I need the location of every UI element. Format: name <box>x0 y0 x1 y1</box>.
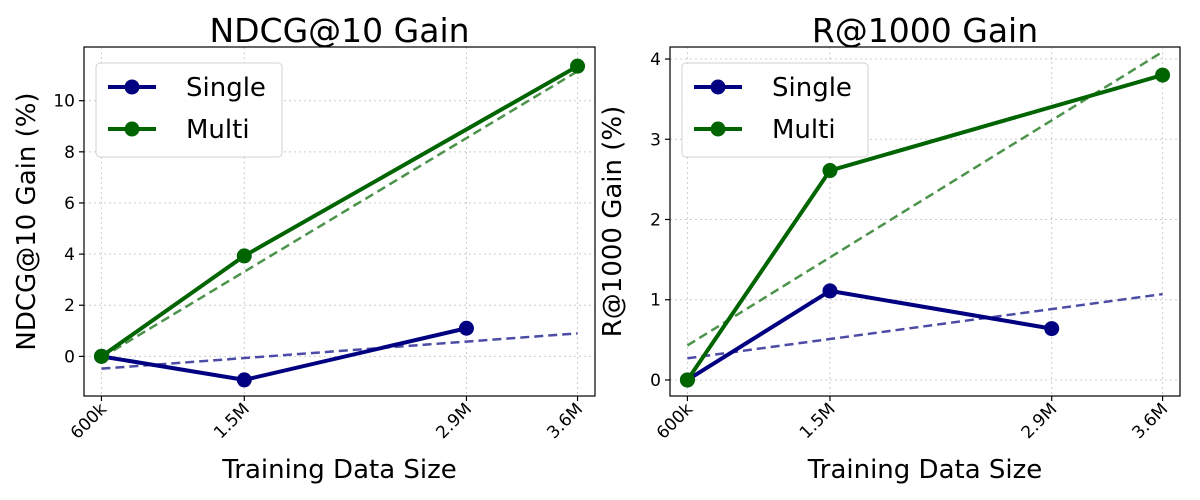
chart-0-y-tick-label-4: 8 <box>64 143 75 163</box>
chart-0-plot-frame <box>83 46 596 397</box>
chart-0-point-multi-2 <box>570 58 586 74</box>
chart-0-x-tick-label-2: 2.9M <box>432 399 476 443</box>
chart-0-x-tick-label-1: 1.5M <box>210 399 254 443</box>
chart-1-point-single-1 <box>822 283 838 299</box>
chart-0-point-multi-0 <box>93 348 109 364</box>
chart-0-title: NDCG@10 Gain <box>209 11 469 50</box>
chart-0-point-multi-1 <box>236 248 252 264</box>
chart-0-x-tick-label-3: 3.6M <box>543 399 587 443</box>
chart-0-y-axis-label: NDCG@10 Gain (%) <box>12 92 42 350</box>
chart-1-x-tick-label-3: 3.6M <box>1128 399 1172 443</box>
chart-0-x-tick-label-0: 600k <box>67 399 111 443</box>
chart-1-point-multi-2 <box>1155 67 1171 83</box>
chart-1-x-axis-label: Training Data Size <box>807 455 1043 485</box>
chart-1-plot-frame <box>669 46 1181 397</box>
chart-1-x-tick-label-2: 2.9M <box>1018 399 1062 443</box>
chart-1-point-multi-0 <box>679 372 695 388</box>
chart-0-y-tick-label-0: 0 <box>64 347 75 367</box>
chart-0-trendline-1 <box>100 70 579 359</box>
chart-0-point-single-2 <box>458 320 474 336</box>
chart-0-legend-label-single: Single <box>186 73 266 103</box>
chart-1-y-tick-label-1: 1 <box>650 291 661 311</box>
chart-0-y-tick-label-5: 10 <box>53 92 75 112</box>
chart-0-y-tick-label-1: 2 <box>64 296 75 316</box>
chart-1-trendline-1 <box>686 50 1164 347</box>
chart-0-y-tick-label-2: 4 <box>64 245 75 265</box>
chart-1-title: R@1000 Gain <box>812 11 1038 50</box>
chart-1-x-tick-label-1: 1.5M <box>796 399 840 443</box>
chart-1-y-tick-label-3: 3 <box>650 130 661 150</box>
chart-1-y-tick-label-4: 4 <box>650 50 661 70</box>
chart-1-legend-marker-multi <box>710 121 726 137</box>
chart-1-y-tick-label-2: 2 <box>650 210 661 230</box>
chart-0-legend-marker-multi <box>124 121 140 137</box>
chart-1-x-tick-label-0: 600k <box>653 399 697 443</box>
chart-1-legend-label-multi: Multi <box>772 115 836 145</box>
chart-1-point-multi-1 <box>822 163 838 179</box>
chart-1-legend-marker-single <box>710 79 726 95</box>
chart-1-legend-label-single: Single <box>772 73 852 103</box>
chart-0-point-single-1 <box>236 372 252 388</box>
chart-recall-gain: 0 1 2 3 4 600k 1.5M 2.9M 3.6M R@1000 Gain Training… <box>598 11 1181 485</box>
chart-1-y-axis-label: R@1000 Gain (%) <box>598 106 628 338</box>
chart-1-point-single-2 <box>1044 321 1060 337</box>
chart-1-trendline-0 <box>687 292 1163 360</box>
chart-0-trendline-0 <box>101 332 578 370</box>
chart-0-y-tick-label-3: 6 <box>64 194 75 214</box>
chart-0-legend-marker-single <box>124 79 140 95</box>
chart-1-y-tick-label-0: 0 <box>650 371 661 391</box>
chart-0-x-axis-label: Training Data Size <box>221 455 457 485</box>
chart-ndcg-gain: 0 2 4 6 8 10 600k 1.5M 2.9M 3.6M NDCG@10 Gain Train… <box>12 11 596 485</box>
chart-1-series-line-single <box>685 288 1054 382</box>
chart-0-legend-label-multi: Multi <box>186 115 250 145</box>
